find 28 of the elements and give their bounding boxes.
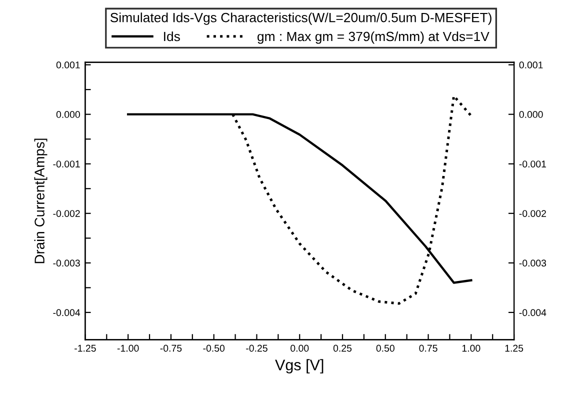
y-tick-label: -0.003 [53,260,80,267]
legend-label: Ids [164,31,180,42]
y-tick-label: -0.001 [53,160,80,168]
x-tick-label: -0.25 [246,344,268,352]
legend-label: gm : Max gm = 379(mS/mm) at Vds=1V [258,31,490,44]
x-tick-label: -1.00 [117,344,139,352]
y-tick-label: -0.002 [53,210,80,217]
x-tick-label: 0.25 [333,344,352,352]
y-tick-label: 0.001 [56,62,80,68]
x-tick-label: -0.75 [160,344,182,352]
chart-title: Simulated Ids-Vgs Characteristics(W/L=20um/0.5um D-MESFET) [110,12,492,25]
y-tick-label: 0.000 [56,111,80,118]
y2-tick-label: 0.001 [519,62,543,68]
x-tick-label: -0.50 [203,344,225,352]
y2-tick-label: 0.000 [519,111,543,118]
x-tick-label: 1.00 [462,344,480,352]
y2-tick-label: -0.001 [519,160,546,168]
x-tick-label: 0.00 [290,344,309,352]
y-axis-title: Drain Current[Amps] [34,138,48,264]
y2-tick-label: -0.002 [519,210,546,217]
y2-tick-label: -0.003 [519,260,546,267]
x-tick-label: -1.25 [74,344,96,352]
x-axis-title: Vgs [V] [275,359,324,374]
y2-tick-label: -0.004 [519,309,546,316]
y-tick-label: -0.004 [53,309,80,316]
x-tick-label: 1.25 [505,344,524,352]
x-tick-label: 0.75 [419,344,438,352]
x-tick-label: 0.50 [376,344,394,352]
